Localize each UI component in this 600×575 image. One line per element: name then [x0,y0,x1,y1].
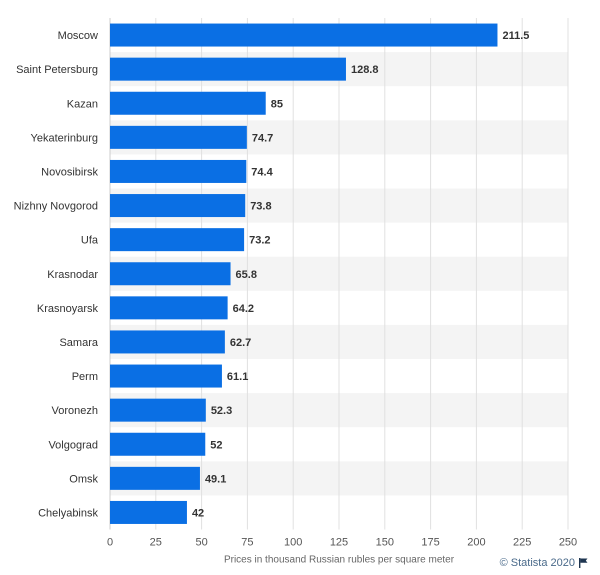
value-label: 74.7 [252,132,273,144]
category-label: Kazan [67,98,98,110]
x-tick-label: 175 [421,537,439,549]
x-tick-label: 225 [513,537,531,549]
bar[interactable] [110,91,266,115]
value-label: 49.1 [205,473,226,485]
bar[interactable] [110,466,200,490]
value-label: 61.1 [227,371,248,383]
statista-credit[interactable]: © Statista 2020 [500,557,588,569]
x-axis-title: Prices in thousand Russian rubles per sq… [224,555,455,566]
x-tick-label: 25 [150,537,162,549]
value-label: 64.2 [233,303,254,315]
bar[interactable] [110,125,247,149]
bar[interactable] [110,500,187,524]
x-tick-label: 0 [107,537,113,549]
value-label: 74.4 [251,166,273,178]
bar[interactable] [110,159,247,183]
value-label: 73.8 [250,201,271,213]
value-label: 73.2 [249,235,270,247]
value-label: 128.8 [351,64,379,76]
value-label: 65.8 [236,269,257,281]
category-label: Samara [59,337,98,349]
x-tick-label: 75 [241,537,253,549]
bar[interactable] [110,296,228,320]
category-label: Saint Petersburg [16,64,98,76]
bar[interactable] [110,23,498,47]
category-label: Yekaterinburg [31,132,98,144]
x-tick-label: 250 [559,537,577,549]
bar[interactable] [110,330,225,354]
category-label: Voronezh [52,405,98,417]
flag-icon [579,558,588,568]
bar[interactable] [110,262,231,286]
bar[interactable] [110,364,222,388]
category-label: Nizhny Novgorod [14,201,98,213]
category-label: Omsk [69,473,98,485]
category-label: Novosibirsk [41,166,98,178]
category-label: Moscow [58,30,98,42]
x-tick-label: 200 [467,537,485,549]
bar[interactable] [110,432,206,456]
bar[interactable] [110,194,246,218]
value-label: 85 [271,98,283,110]
x-tick-label: 50 [195,537,207,549]
credit-text: © Statista 2020 [499,557,575,569]
bar[interactable] [110,398,206,422]
category-label: Perm [72,371,98,383]
bar[interactable] [110,57,346,81]
value-label: 42 [192,507,204,519]
category-label: Krasnodar [47,269,98,281]
category-label: Chelyabinsk [38,507,98,519]
value-label: 211.5 [502,30,529,42]
category-label: Ufa [81,235,99,247]
category-label: Krasnoyarsk [37,303,99,315]
x-tick-label: 125 [330,537,348,549]
x-tick-label: 100 [284,537,302,549]
x-tick-label: 150 [376,537,394,549]
bar[interactable] [110,228,245,252]
value-label: 52.3 [211,405,232,417]
category-label: Volgograd [48,439,98,451]
value-label: 62.7 [230,337,251,349]
value-label: 52 [210,439,222,451]
